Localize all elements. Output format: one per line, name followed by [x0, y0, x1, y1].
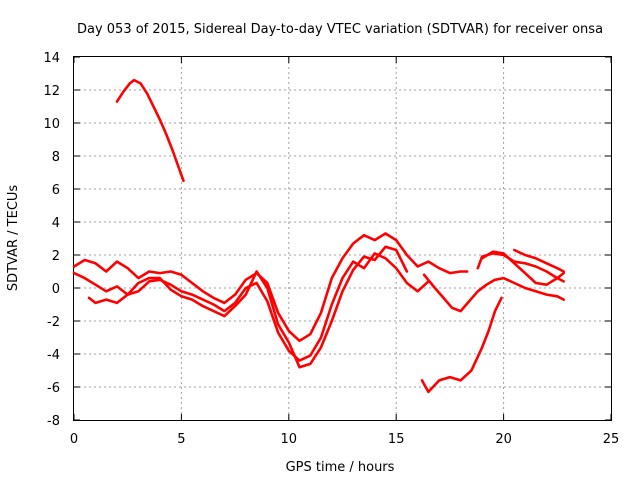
series-track-f: [422, 273, 566, 313]
x-tick-label: 0: [70, 432, 78, 447]
y-tick-label: 12: [43, 84, 60, 99]
grid-lines: [74, 57, 611, 420]
x-tick-labels: 0 5 10 15 20 25: [70, 432, 619, 447]
series-track-i: [512, 248, 566, 273]
series-track-d: [87, 245, 409, 369]
x-tick-label: 25: [603, 432, 620, 447]
y-axis-label: SDTVAR / TECUs: [6, 185, 21, 292]
y-tick-label: -6: [47, 381, 60, 396]
x-tick-label: 20: [495, 432, 512, 447]
series-track-a: [115, 78, 185, 183]
y-tick-label: 8: [52, 150, 60, 165]
y-tick-label: -8: [47, 414, 60, 429]
y-tick-label: 10: [43, 117, 60, 132]
y-tick-labels: -8 -6 -4 -2 0 2 4 6 8 10 12 14: [43, 51, 60, 429]
series-track-b: [72, 232, 469, 343]
x-axis-label: GPS time / hours: [286, 460, 395, 475]
axis-ticks: [73, 56, 612, 421]
x-tick-label: 5: [177, 432, 185, 447]
series-track-h: [480, 250, 566, 287]
y-tick-label: 0: [52, 282, 60, 297]
y-tick-label: 4: [52, 216, 60, 231]
y-tick-label: -4: [47, 348, 60, 363]
series-track-c: [72, 252, 430, 362]
y-tick-label: 14: [43, 51, 60, 66]
y-tick-label: 6: [52, 183, 60, 198]
y-tick-label: -2: [47, 315, 60, 330]
x-tick-label: 15: [388, 432, 405, 447]
series-track-e: [420, 296, 503, 394]
data-series: [72, 78, 566, 394]
y-tick-label: 2: [52, 249, 60, 264]
plot-frame: [73, 56, 612, 421]
chart-title: Day 053 of 2015, Sidereal Day-to-day VTE…: [77, 22, 603, 37]
x-tick-label: 10: [281, 432, 298, 447]
